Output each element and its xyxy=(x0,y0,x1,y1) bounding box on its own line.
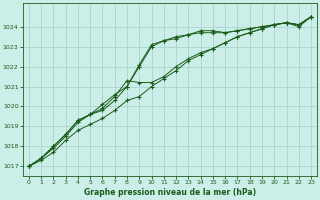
X-axis label: Graphe pression niveau de la mer (hPa): Graphe pression niveau de la mer (hPa) xyxy=(84,188,256,197)
